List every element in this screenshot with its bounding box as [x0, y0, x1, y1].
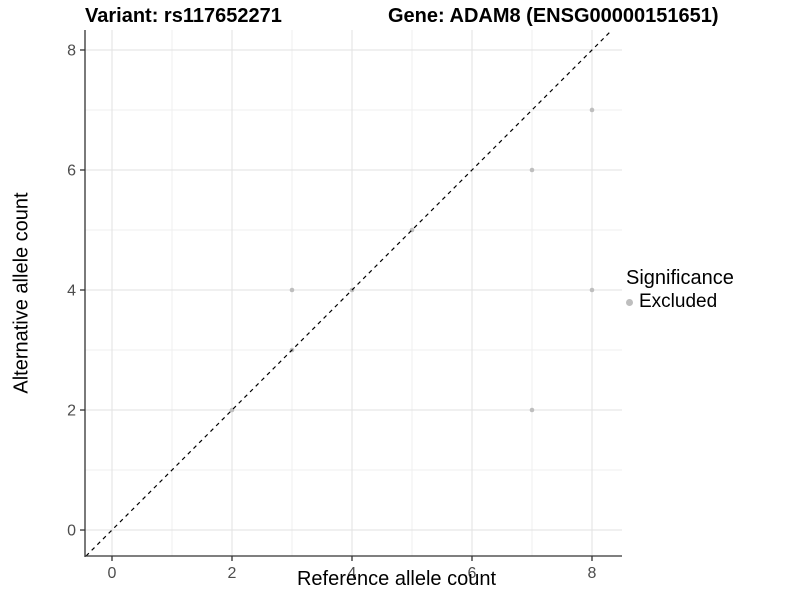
- data-point: [589, 287, 595, 293]
- x-tick-label: 0: [108, 565, 117, 582]
- identity-dashed-line: [85, 29, 613, 557]
- legend: Significance Excluded: [626, 266, 734, 313]
- axis-lines: [84, 30, 622, 557]
- x-tick-label: 4: [348, 565, 357, 582]
- y-tick-label: 0: [67, 523, 76, 540]
- y-tick-label: 8: [67, 42, 76, 59]
- x-tick-label: 6: [468, 565, 477, 582]
- y-tick-label: 4: [67, 282, 76, 299]
- data-point: [529, 407, 535, 413]
- axis-ticks: 0 2 4 6 8 0 2 4 6 8: [67, 42, 596, 582]
- gridlines-major: [85, 30, 622, 556]
- y-tick-label: 6: [67, 162, 76, 179]
- data-point: [529, 167, 535, 173]
- y-tick-label: 2: [67, 403, 76, 420]
- x-tick-label: 2: [228, 565, 237, 582]
- plot-title-variant: Variant: rs117652271: [85, 5, 282, 27]
- excluded-point-swatch-icon: [626, 298, 633, 306]
- legend-item-excluded: Excluded: [626, 291, 734, 313]
- data-point: [289, 287, 295, 293]
- gridlines-minor: [85, 30, 622, 556]
- y-axis-title: Alternative allele count: [10, 192, 33, 394]
- data-point: [589, 107, 595, 113]
- x-axis-title: Reference allele count: [0, 568, 708, 591]
- data-points: [229, 107, 595, 413]
- legend-title: Significance: [626, 267, 734, 289]
- plot-title-gene: Gene: ADAM8 (ENSG00000151651): [388, 5, 719, 27]
- x-tick-label: 8: [588, 565, 597, 582]
- x-axis-title-label: Reference allele count: [296, 568, 496, 590]
- legend-item-label: Excluded: [639, 291, 718, 312]
